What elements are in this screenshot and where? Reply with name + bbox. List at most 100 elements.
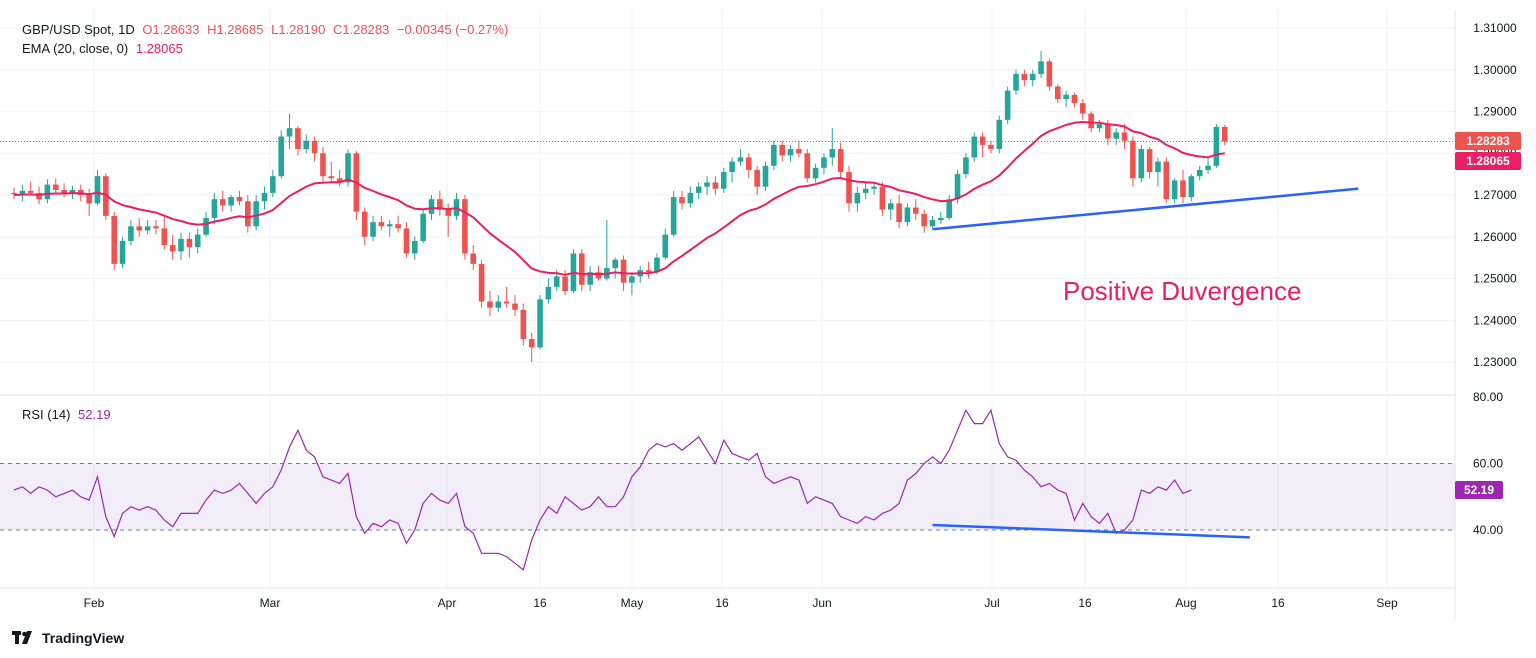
candle[interactable] xyxy=(119,236,126,269)
candle[interactable] xyxy=(821,153,827,175)
candle[interactable] xyxy=(1196,165,1203,181)
candle[interactable] xyxy=(278,130,284,179)
candle[interactable] xyxy=(169,234,176,260)
candle[interactable] xyxy=(963,153,969,179)
candle[interactable] xyxy=(737,149,744,166)
candle[interactable] xyxy=(44,179,51,204)
candle[interactable] xyxy=(253,195,259,231)
candle[interactable] xyxy=(679,190,685,210)
candle[interactable] xyxy=(194,228,201,254)
candle[interactable] xyxy=(386,220,393,237)
candle[interactable] xyxy=(1071,92,1078,108)
candle[interactable] xyxy=(1213,124,1220,168)
candle[interactable] xyxy=(988,140,994,154)
candle[interactable] xyxy=(762,161,769,191)
candle[interactable] xyxy=(787,144,794,162)
candle[interactable] xyxy=(729,157,735,183)
candle[interactable] xyxy=(228,195,234,212)
candle[interactable] xyxy=(336,169,343,187)
candle[interactable] xyxy=(720,167,727,193)
candle[interactable] xyxy=(270,169,276,198)
candle[interactable] xyxy=(887,199,894,221)
candle[interactable] xyxy=(670,190,677,237)
candle[interactable] xyxy=(579,249,585,292)
candle[interactable] xyxy=(178,232,184,260)
candle[interactable] xyxy=(896,195,902,229)
candle[interactable] xyxy=(11,187,17,200)
candle[interactable] xyxy=(929,215,936,229)
candle[interactable] xyxy=(520,303,527,346)
candle[interactable] xyxy=(311,136,318,162)
candle[interactable] xyxy=(19,184,26,202)
candle[interactable] xyxy=(846,165,852,212)
candle[interactable] xyxy=(779,140,785,162)
candle[interactable] xyxy=(61,183,67,198)
tradingview-brand[interactable]: TradingView xyxy=(12,630,124,646)
candle[interactable] xyxy=(771,140,777,170)
candle[interactable] xyxy=(796,140,802,158)
candle[interactable] xyxy=(921,209,927,233)
candle[interactable] xyxy=(1013,69,1019,95)
candle[interactable] xyxy=(862,182,869,200)
candle[interactable] xyxy=(687,186,694,208)
candle[interactable] xyxy=(412,236,418,260)
candle[interactable] xyxy=(537,295,543,350)
candle[interactable] xyxy=(1180,169,1186,204)
candle[interactable] xyxy=(303,134,310,154)
candle[interactable] xyxy=(1205,157,1211,175)
candle[interactable] xyxy=(395,215,401,233)
candle[interactable] xyxy=(829,128,836,166)
candle[interactable] xyxy=(913,199,919,221)
candle[interactable] xyxy=(320,146,326,183)
candle[interactable] xyxy=(545,278,552,304)
candle[interactable] xyxy=(1063,90,1069,108)
candle[interactable] xyxy=(979,132,986,158)
candle[interactable] xyxy=(478,259,485,308)
candle[interactable] xyxy=(295,126,301,156)
candle[interactable] xyxy=(879,182,886,216)
candle[interactable] xyxy=(528,332,535,362)
candle[interactable] xyxy=(261,186,268,210)
candle[interactable] xyxy=(1221,124,1228,146)
candle[interactable] xyxy=(52,178,59,193)
candle[interactable] xyxy=(1138,144,1145,183)
candle[interactable] xyxy=(1188,174,1195,202)
candle[interactable] xyxy=(695,182,702,200)
candle[interactable] xyxy=(1130,136,1136,187)
candle[interactable] xyxy=(503,286,510,308)
candle[interactable] xyxy=(629,272,635,296)
candle[interactable] xyxy=(378,215,385,231)
candle[interactable] xyxy=(144,220,151,235)
candle[interactable] xyxy=(746,153,752,179)
candle[interactable] xyxy=(370,215,376,241)
candle[interactable] xyxy=(219,190,226,212)
candle[interactable] xyxy=(704,176,710,195)
candle[interactable] xyxy=(804,149,811,183)
candle[interactable] xyxy=(712,176,719,195)
candle[interactable] xyxy=(420,209,426,244)
candle[interactable] xyxy=(854,186,861,212)
candle[interactable] xyxy=(645,261,652,279)
candle[interactable] xyxy=(837,142,844,179)
candle[interactable] xyxy=(487,291,493,317)
candle[interactable] xyxy=(136,217,143,237)
candle[interactable] xyxy=(512,295,518,317)
candle[interactable] xyxy=(1021,69,1028,87)
candle[interactable] xyxy=(1171,178,1178,204)
candle[interactable] xyxy=(353,151,360,221)
candle[interactable] xyxy=(812,163,819,183)
candle[interactable] xyxy=(971,132,978,162)
candle[interactable] xyxy=(1054,84,1061,104)
candle[interactable] xyxy=(94,169,101,206)
candle[interactable] xyxy=(403,222,410,258)
candle[interactable] xyxy=(570,249,577,294)
candle[interactable] xyxy=(236,190,243,206)
candle[interactable] xyxy=(587,265,593,292)
candle[interactable] xyxy=(495,295,502,312)
candle[interactable] xyxy=(946,195,952,221)
candle[interactable] xyxy=(612,257,618,279)
candle[interactable] xyxy=(662,228,669,260)
candle[interactable] xyxy=(1155,157,1161,187)
candle[interactable] xyxy=(904,203,911,227)
